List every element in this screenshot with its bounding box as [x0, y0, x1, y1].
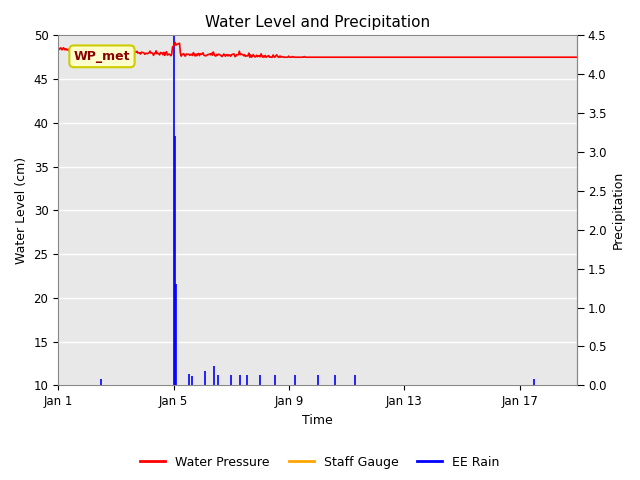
Y-axis label: Water Level (cm): Water Level (cm) [15, 157, 28, 264]
Y-axis label: Precipitation: Precipitation [612, 171, 625, 250]
Text: WP_met: WP_met [74, 50, 130, 63]
X-axis label: Time: Time [303, 414, 333, 427]
Legend: Water Pressure, Staff Gauge, EE Rain: Water Pressure, Staff Gauge, EE Rain [136, 451, 504, 474]
Title: Water Level and Precipitation: Water Level and Precipitation [205, 15, 430, 30]
